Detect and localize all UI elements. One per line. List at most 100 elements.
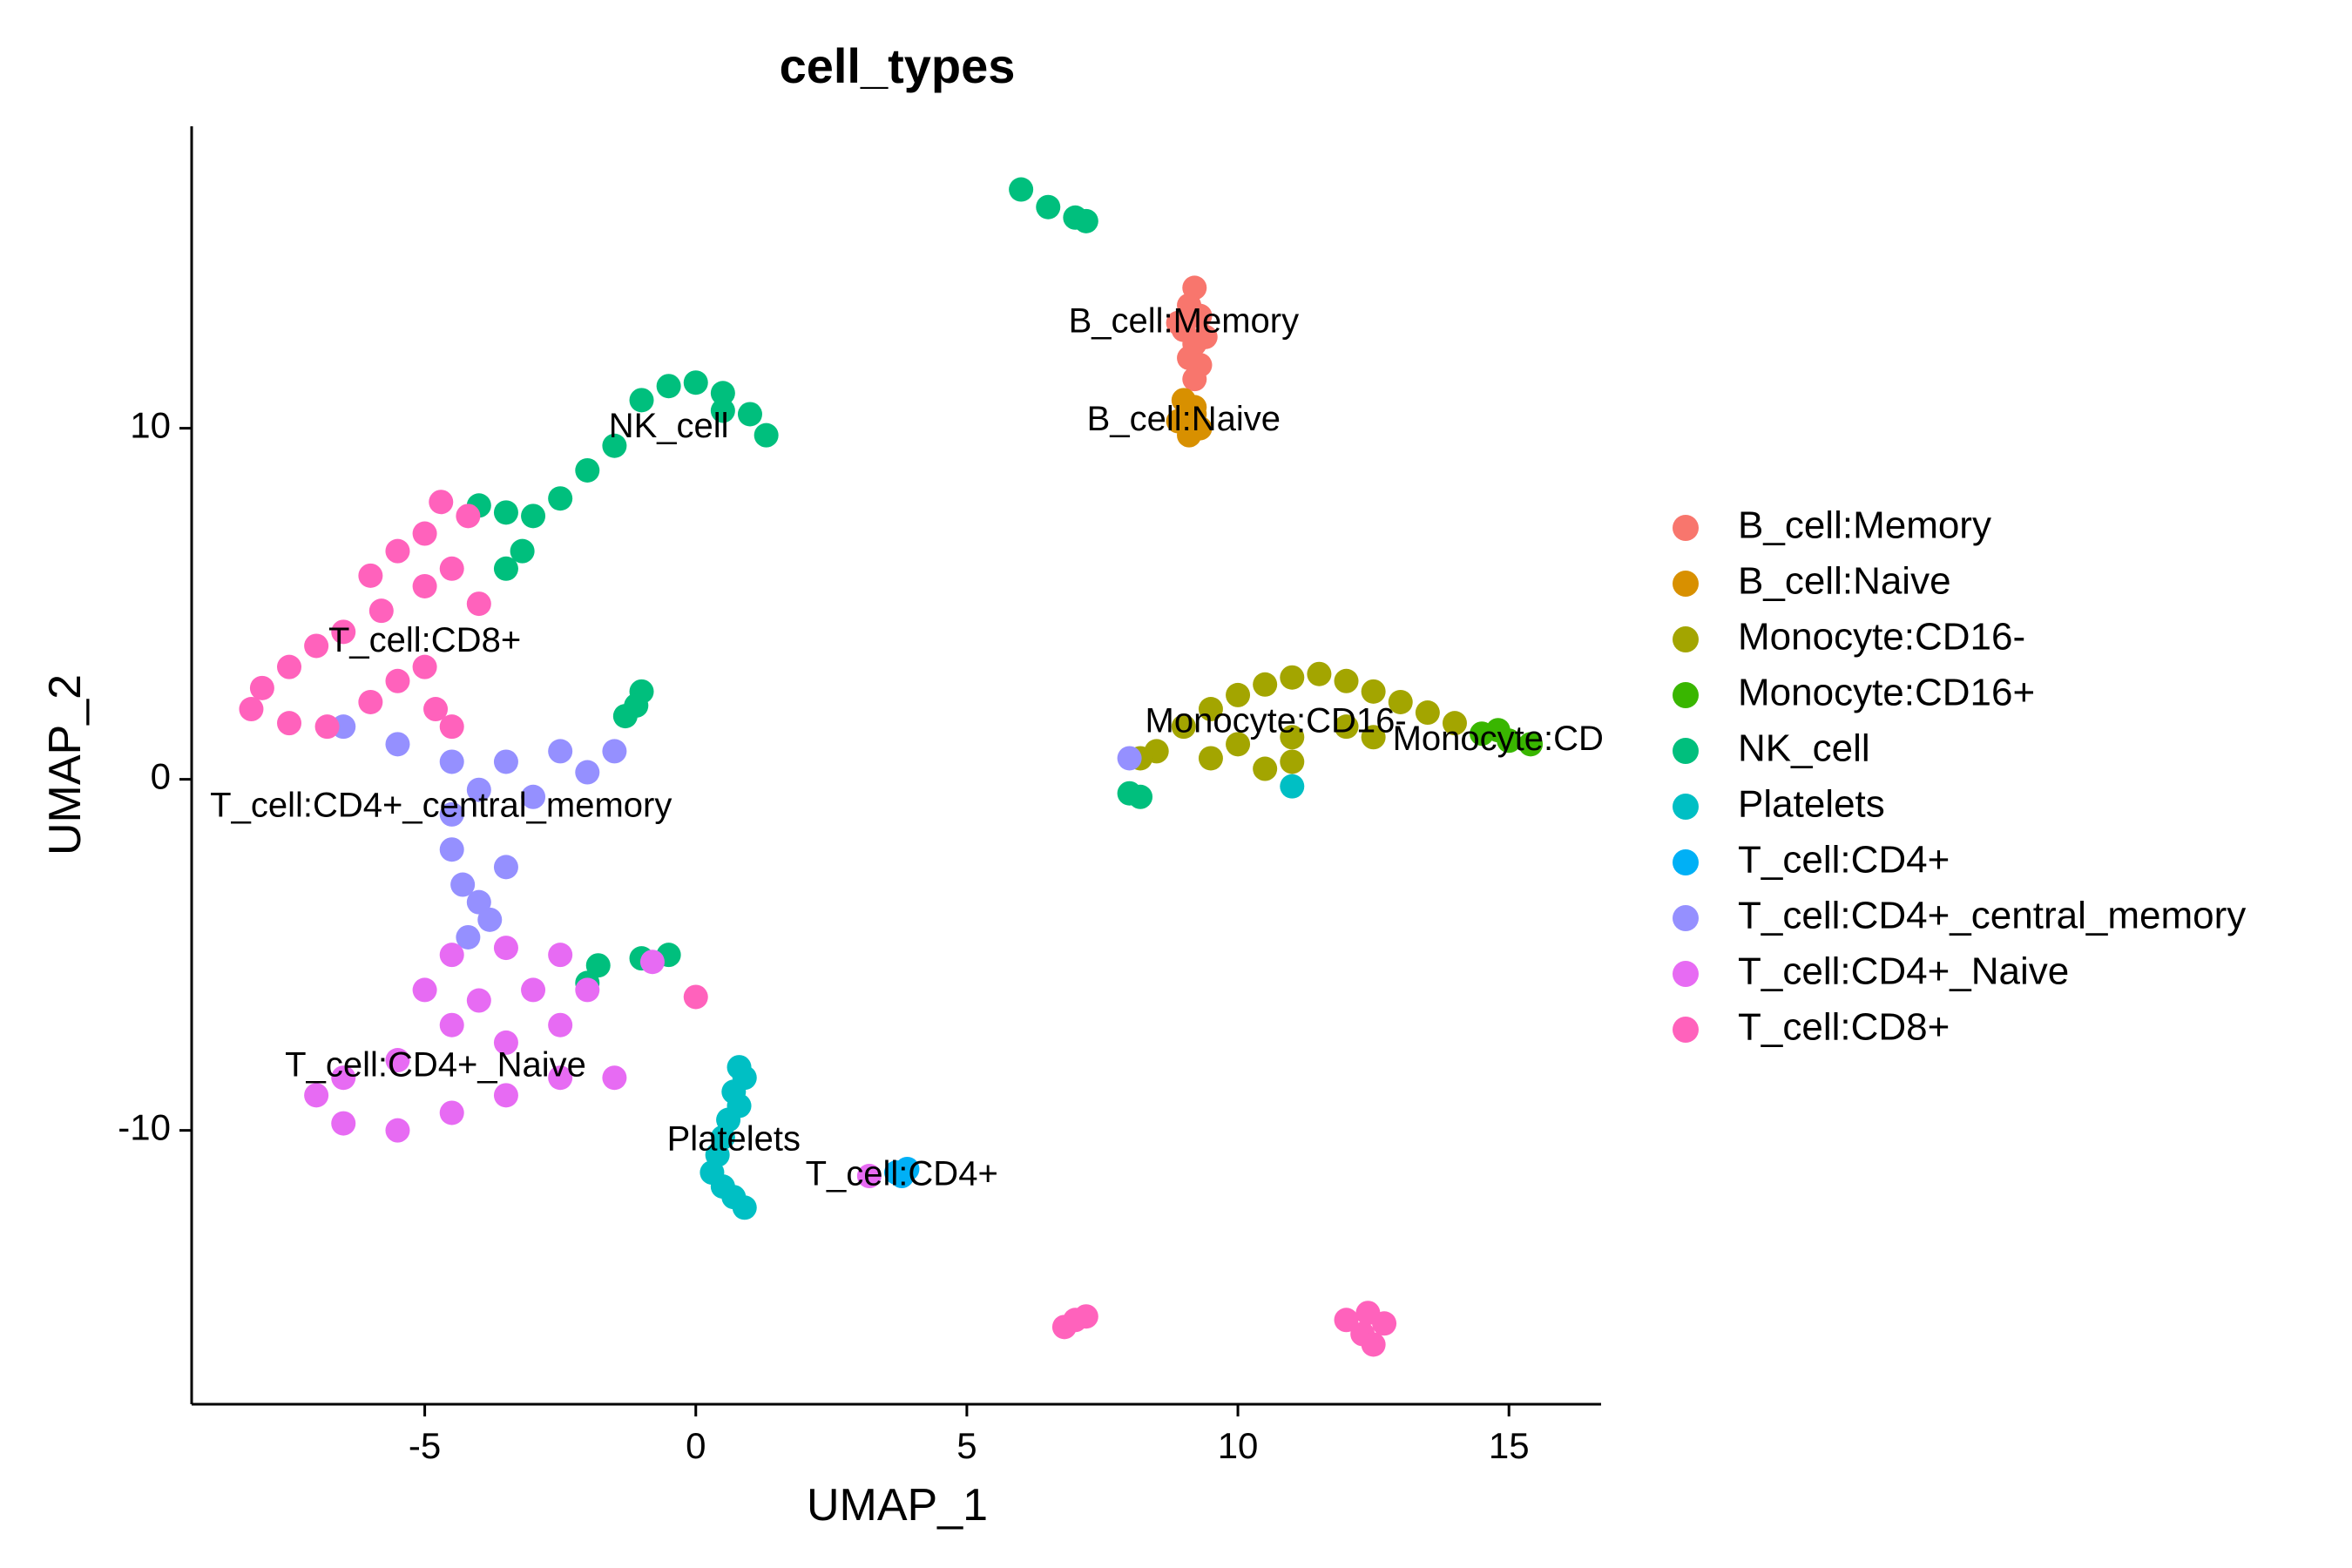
legend-item-t-cell-cd4: T_cell:CD4+ xyxy=(1673,839,1950,882)
data-point xyxy=(1334,668,1359,693)
series-monocyte-cd16 xyxy=(1128,661,1467,781)
points-layer xyxy=(239,177,1544,1357)
legend-swatch xyxy=(1673,738,1699,764)
data-point xyxy=(439,749,464,774)
legend-swatch xyxy=(1673,626,1699,652)
data-point xyxy=(412,573,437,598)
legend-item-nk-cell: NK_cell xyxy=(1673,727,1870,770)
legend-label: Monocyte:CD16+ xyxy=(1738,672,2035,714)
series-platelets xyxy=(700,774,1305,1220)
data-point xyxy=(884,1160,909,1186)
data-point xyxy=(510,538,535,564)
data-point xyxy=(1334,714,1359,740)
data-point xyxy=(1518,732,1544,757)
series-nk-cell xyxy=(466,177,1153,996)
data-point xyxy=(1415,700,1440,726)
legend-label: T_cell:CD4+_central_memory xyxy=(1738,895,2246,937)
series-t-cell-cd8 xyxy=(239,490,1397,1357)
data-point xyxy=(439,943,464,968)
data-point xyxy=(575,457,600,483)
data-point xyxy=(602,739,627,764)
data-point xyxy=(239,697,264,722)
cluster-label-t-cell-cd4: T_cell:CD4+ xyxy=(806,1155,998,1193)
data-point xyxy=(439,714,464,740)
x-tick-label: -5 xyxy=(409,1425,441,1466)
y-tick-label: -10 xyxy=(118,1107,171,1148)
data-point xyxy=(1166,310,1191,335)
cluster-label-platelets: Platelets xyxy=(667,1119,801,1158)
data-point xyxy=(639,950,665,975)
cluster-label-t-cell-cd8: T_cell:CD8+ xyxy=(328,621,521,659)
data-point xyxy=(412,521,437,546)
data-point xyxy=(548,739,573,764)
series-t-cell-cd4 xyxy=(884,1156,920,1189)
legend-item-t-cell-cd4-central-memory: T_cell:CD4+_central_memory xyxy=(1673,895,2246,937)
x-tick-label: 5 xyxy=(956,1425,977,1466)
data-point xyxy=(385,538,410,564)
data-point xyxy=(493,1083,518,1108)
data-point xyxy=(612,704,638,729)
data-point xyxy=(1073,1304,1098,1329)
data-point xyxy=(548,1065,573,1091)
data-point xyxy=(331,1111,356,1136)
data-point xyxy=(1171,714,1196,740)
data-point xyxy=(521,977,546,1003)
series-b-cell-naive xyxy=(1166,388,1213,448)
data-point xyxy=(1361,679,1386,704)
data-point xyxy=(358,689,383,714)
data-point xyxy=(1280,725,1305,750)
legend-swatch xyxy=(1673,1017,1699,1043)
data-point xyxy=(1182,395,1207,420)
data-point xyxy=(602,1065,627,1091)
data-point xyxy=(1073,208,1098,233)
cluster-label-nk-cell: NK_cell xyxy=(609,407,729,445)
legend-item-t-cell-cd8: T_cell:CD8+ xyxy=(1673,1006,1950,1049)
data-point xyxy=(1198,697,1223,722)
data-point xyxy=(1009,177,1034,202)
data-point xyxy=(1177,422,1202,448)
cluster-label-b-cell-memory: B_cell:Memory xyxy=(1069,301,1300,340)
data-point xyxy=(683,984,708,1010)
series-b-cell-memory xyxy=(1166,275,1218,392)
data-point xyxy=(732,1195,757,1220)
data-point xyxy=(493,1030,518,1055)
legend-label: B_cell:Memory xyxy=(1738,504,1991,547)
legend-item-t-cell-cd4-naive: T_cell:CD4+_Naive xyxy=(1673,950,2069,993)
data-point xyxy=(683,370,708,395)
data-point xyxy=(493,500,518,525)
x-tick-label: 10 xyxy=(1218,1425,1259,1466)
data-point xyxy=(1193,324,1218,349)
data-point xyxy=(456,504,481,529)
data-point xyxy=(493,749,518,774)
data-point xyxy=(385,1048,410,1073)
legend-label: T_cell:CD4+ xyxy=(1738,839,1950,882)
x-axis-title: UMAP_1 xyxy=(807,1480,988,1531)
data-point xyxy=(412,654,437,679)
data-point xyxy=(412,977,437,1003)
data-point xyxy=(1442,711,1467,736)
cluster-label-t-cell-cd4-naive: T_cell:CD4+_Naive xyxy=(285,1046,586,1085)
data-point xyxy=(575,760,600,785)
data-point xyxy=(1485,718,1511,743)
y-axis-title: UMAP_2 xyxy=(40,674,91,855)
data-point xyxy=(754,422,779,448)
data-point xyxy=(466,591,491,617)
data-point xyxy=(277,654,302,679)
data-point xyxy=(385,668,410,693)
legend: B_cell:Memory B_cell:Naive Monocyte:CD16- M… xyxy=(1673,504,2246,1049)
data-point xyxy=(439,1100,464,1125)
data-point xyxy=(1036,194,1061,220)
cluster-label-monocyte-cd16: Monocyte:CD16- xyxy=(1146,702,1407,740)
data-point xyxy=(548,943,573,968)
legend-label: T_cell:CD4+_Naive xyxy=(1738,950,2069,993)
legend-label: B_cell:Naive xyxy=(1738,560,1951,603)
chart-title: cell_types xyxy=(780,38,1016,93)
data-point xyxy=(493,556,518,581)
data-point xyxy=(304,1083,329,1108)
data-point xyxy=(548,1012,573,1037)
data-point xyxy=(521,504,546,529)
data-point xyxy=(629,388,654,413)
data-point xyxy=(1253,672,1278,697)
data-point xyxy=(1187,303,1213,328)
